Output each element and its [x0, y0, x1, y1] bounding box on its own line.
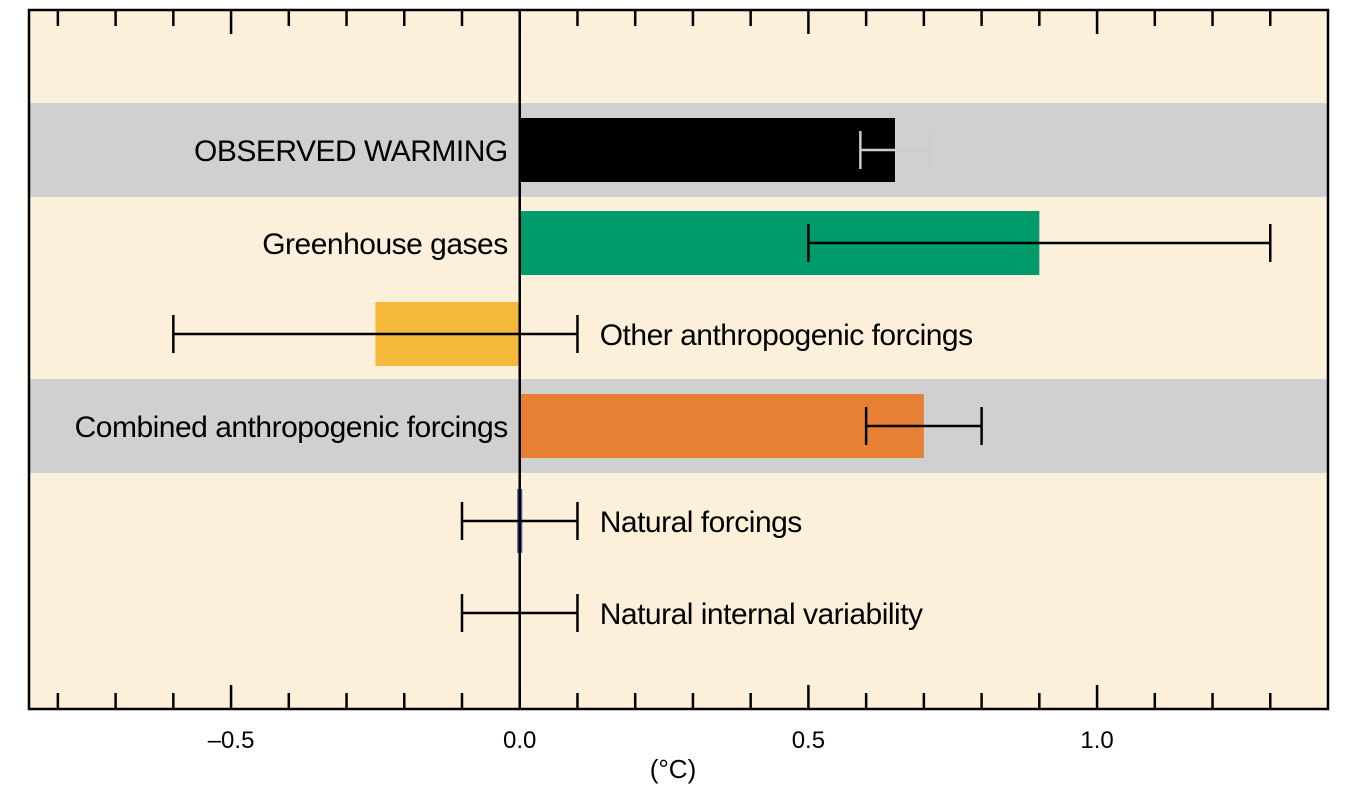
x-axis-label: (°C): [650, 754, 697, 784]
bar-0: [519, 118, 895, 182]
category-label-0: OBSERVED WARMING: [194, 135, 508, 168]
category-label-1: Greenhouse gases: [262, 228, 508, 261]
error-bars: [172, 131, 1272, 632]
x-tick-label: 0.0: [503, 727, 536, 754]
category-label-4: Natural forcings: [600, 506, 802, 539]
x-tick-label: 0.5: [792, 727, 825, 754]
category-label-5: Natural internal variability: [600, 598, 923, 631]
x-tick-labels: –0.5 0.0 0.5 1.0: [208, 727, 1114, 754]
error-bar-2: [172, 315, 579, 353]
x-tick-label: 1.0: [1080, 727, 1113, 754]
axis-ticks: [56, 10, 1272, 709]
bar-3: [519, 394, 924, 458]
category-labels: OBSERVED WARMING Greenhouse gases Other an…: [75, 135, 974, 631]
error-bar-4: [460, 502, 579, 540]
category-label-3: Combined anthropogenic forcings: [75, 411, 508, 444]
error-bar-1: [807, 224, 1272, 262]
category-label-2: Other anthropogenic forcings: [600, 319, 973, 352]
x-tick-label: –0.5: [208, 727, 255, 754]
plot-frame: [27, 8, 1330, 711]
error-bar-3: [864, 407, 983, 445]
error-bar-0: [859, 131, 931, 169]
error-bar-5: [460, 594, 579, 632]
